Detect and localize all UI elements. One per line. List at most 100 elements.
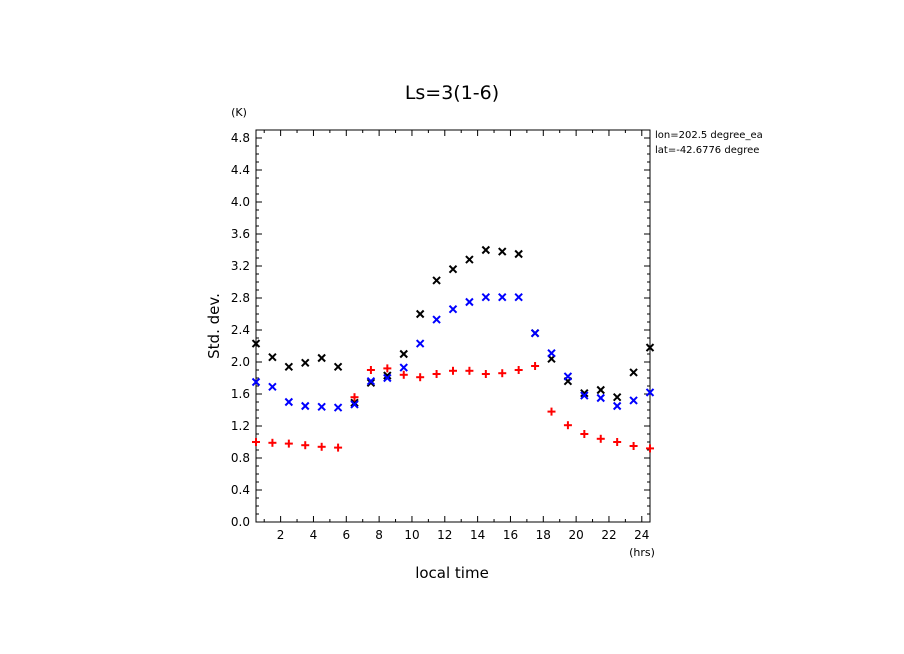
data-marks: [251, 245, 655, 453]
axes: 2 4 6 8 10 12 14 16 18 20 22 240.00.40.81.21.62.02.…: [231, 130, 650, 542]
y-axis-label: Std. dev.: [205, 293, 223, 359]
x-tick-label: 20: [568, 528, 583, 542]
data-point: [415, 309, 425, 319]
marker-stroke: [563, 372, 573, 381]
y-tick-label: 2.0: [231, 355, 250, 369]
marker-stroke: [366, 376, 376, 386]
data-point: [481, 245, 491, 255]
marker-stroke: [596, 385, 605, 395]
marker-stroke: [530, 328, 540, 338]
data-point: [268, 352, 277, 362]
y-tick-label: 2.4: [231, 323, 250, 337]
marker-stroke: [350, 400, 359, 409]
marker-stroke: [580, 388, 589, 398]
marker-stroke: [301, 401, 310, 411]
marker-stroke: [514, 249, 523, 259]
data-point: [350, 398, 359, 408]
marker-stroke: [596, 393, 605, 403]
marker-stroke: [448, 264, 458, 274]
marker-stroke: [415, 339, 425, 348]
data-point: [629, 396, 638, 405]
data-point: [465, 297, 474, 307]
marker-stroke: [645, 388, 655, 397]
data-point: [531, 362, 540, 370]
data-point: [613, 438, 622, 446]
data-point: [301, 401, 310, 411]
data-point: [317, 353, 326, 363]
data-point: [465, 366, 474, 375]
marker-stroke: [514, 292, 523, 302]
marker-stroke: [251, 377, 261, 387]
marker-stroke: [498, 292, 507, 302]
x-axis-label: local time: [415, 564, 489, 582]
data-point: [481, 370, 490, 378]
data-point: [580, 430, 589, 438]
marker-stroke: [333, 403, 343, 412]
data-point: [432, 370, 441, 378]
marker-stroke: [580, 391, 589, 400]
data-point: [530, 328, 540, 338]
marker-stroke: [399, 363, 408, 372]
data-point: [448, 264, 458, 274]
annotation-lat: lat=-42.6776 degree: [655, 145, 759, 156]
data-point: [596, 393, 605, 403]
marker-stroke: [432, 315, 441, 324]
data-point: [301, 358, 310, 368]
data-point: [498, 369, 507, 378]
data-point: [366, 376, 376, 386]
x-tick-label: 8: [375, 528, 383, 542]
x-tick-label: 22: [601, 528, 616, 542]
data-point: [317, 442, 326, 451]
data-point: [514, 292, 523, 302]
y-tick-label: 1.6: [231, 387, 250, 401]
data-point: [383, 364, 392, 373]
marker-stroke: [333, 362, 343, 372]
data-point: [629, 368, 638, 377]
marker-stroke: [415, 309, 425, 319]
data-point: [251, 377, 261, 387]
data-point: [383, 371, 392, 380]
data-point: [284, 362, 294, 372]
y-tick-label: 0.8: [231, 451, 250, 465]
data-point: [333, 362, 343, 372]
marker-stroke: [612, 392, 622, 402]
data-point: [350, 393, 359, 402]
marker-stroke: [366, 378, 376, 388]
y-tick-label: 4.0: [231, 195, 250, 209]
x-tick-label: 12: [437, 528, 452, 542]
marker-stroke: [268, 382, 277, 392]
y-tick-label: 2.8: [231, 291, 250, 305]
y-tick-label: 3.2: [231, 259, 250, 273]
x-tick-label: 24: [634, 528, 649, 542]
marker-stroke: [268, 352, 277, 362]
marker-stroke: [317, 402, 326, 412]
data-point: [449, 366, 457, 375]
marker-stroke: [629, 396, 638, 405]
x-tick-label: 10: [404, 528, 419, 542]
plot-frame: [255, 129, 651, 523]
y-tick-label: 0.0: [231, 515, 250, 529]
data-point: [399, 363, 408, 372]
x-unit-label: (hrs): [629, 546, 655, 559]
marker-stroke: [284, 362, 294, 372]
data-point: [284, 397, 294, 407]
marker-stroke: [383, 373, 392, 383]
x-tick-label: 14: [470, 528, 485, 542]
marker-stroke: [317, 353, 326, 363]
marker-stroke: [481, 245, 491, 255]
marker-stroke: [301, 358, 310, 368]
marker-stroke: [399, 349, 408, 359]
data-point: [596, 434, 605, 443]
marker-stroke: [432, 276, 441, 285]
y-tick-label: 4.8: [231, 131, 250, 145]
data-point: [596, 385, 605, 395]
y-unit-label: (K): [231, 106, 247, 119]
data-point: [333, 403, 343, 412]
data-point: [580, 391, 589, 400]
data-point: [301, 441, 310, 450]
data-point: [547, 348, 556, 358]
data-point: [563, 421, 572, 430]
data-point: [481, 292, 491, 302]
marker-stroke: [465, 297, 474, 307]
y-tick-label: 3.6: [231, 227, 250, 241]
